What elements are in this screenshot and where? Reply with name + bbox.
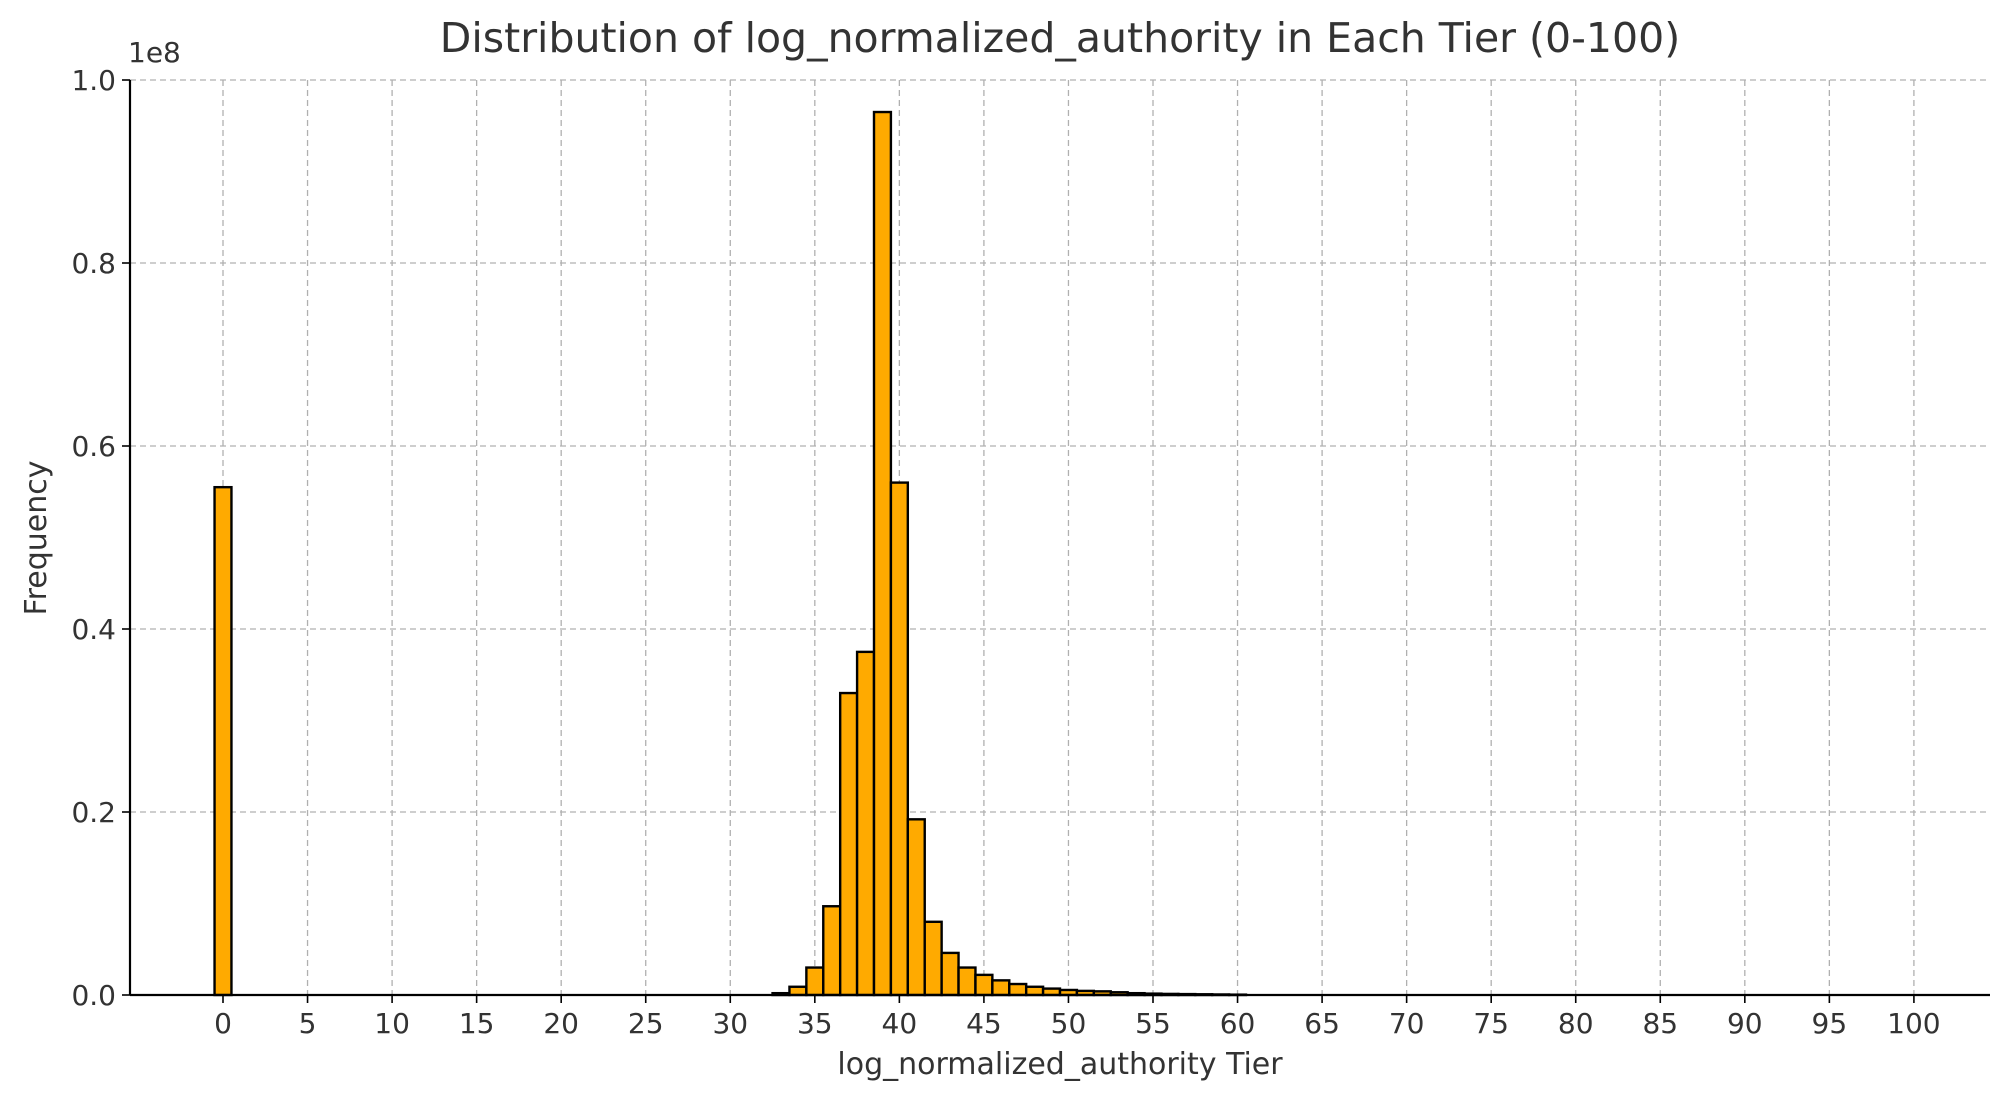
histogram-bar [788,985,808,997]
grid-lines [130,79,1990,996]
histogram-bar [940,951,960,997]
x-tick-label: 15 [459,1007,495,1040]
histogram-bar [822,905,842,997]
x-tick-label: 75 [1473,1007,1509,1040]
x-tick-label: 5 [299,1007,317,1040]
x-tick-label: 100 [1887,1007,1940,1040]
x-tick-label: 0 [214,1007,232,1040]
x-tick-label: 85 [1642,1007,1678,1040]
histogram-bar [805,966,825,997]
histogram-bar [991,979,1011,997]
y-tick-label: 0.2 [71,796,116,829]
histogram-bar [855,650,876,997]
histogram-bar [838,691,859,997]
histogram-bar [872,110,893,997]
y-tick-label: 1.0 [71,64,116,97]
tick-labels: 0 5 10 15 20 25 30 35 40 45 50 55 60 65 70 75 80 85 90 95 10… [71,64,1940,1040]
histogram-bar [957,966,977,997]
x-tick-label: 55 [1135,1007,1171,1040]
x-tick-label: 95 [1812,1007,1848,1040]
x-tick-label: 35 [797,1007,833,1040]
histogram-bar [974,973,994,997]
y-tick-label: 0.8 [71,247,116,280]
x-tick-label: 50 [1051,1007,1087,1040]
x-tick-label: 70 [1389,1007,1425,1040]
axes [122,79,1990,1003]
chart-title: Distribution of log_normalized_authority… [440,14,1680,62]
histogram-bar [213,485,233,997]
y-tick-label: 0.0 [71,979,116,1012]
y-tick-label: 0.4 [71,613,116,646]
x-tick-label: 60 [1220,1007,1256,1040]
x-tick-label: 10 [374,1007,410,1040]
histogram-bar [923,920,943,997]
x-axis-title: log_normalized_authority Tier [837,1047,1283,1082]
y-tick-label: 0.6 [71,430,116,463]
x-tick-label: 20 [543,1007,579,1040]
histogram-bar [889,481,910,997]
y-axis-multiplier: 1e8 [128,36,181,69]
x-tick-label: 80 [1558,1007,1594,1040]
y-axis-title: Frequency [19,461,54,616]
x-tick-label: 40 [882,1007,918,1040]
x-tick-label: 90 [1727,1007,1763,1040]
histogram-bar [1024,985,1045,997]
x-tick-label: 25 [628,1007,664,1040]
histogram-bar [1008,982,1028,997]
histogram-bar [906,818,926,997]
x-tick-label: 30 [712,1007,748,1040]
x-tick-label: 65 [1304,1007,1340,1040]
x-tick-label: 45 [966,1007,1002,1040]
